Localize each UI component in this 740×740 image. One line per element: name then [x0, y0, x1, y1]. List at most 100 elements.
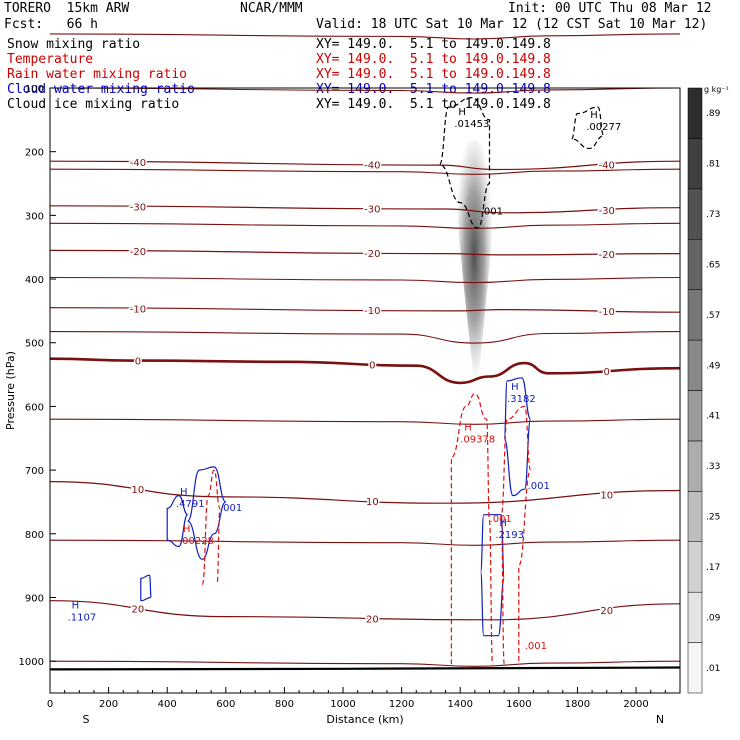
colorbar-label-9: .73 — [706, 210, 720, 220]
rain-label-1: .00228 — [179, 536, 214, 547]
colorbar: .01 .09 .17 .25 .33 .41 .49 .57 .65 .73 .81 .89 g kg… — [687, 85, 729, 694]
x-tick-label-400: 400 — [158, 699, 177, 710]
snow-shading — [454, 140, 494, 397]
colorbar-label-2: .17 — [706, 563, 720, 573]
temperature-contour--50 — [49, 87, 681, 94]
temperature-label--20: -20 — [364, 249, 380, 260]
maxima-labels: H.4791H.3182H.2193H.1107.001.001H.09378H… — [68, 107, 622, 652]
ice-label-2: .001 — [481, 206, 503, 217]
rain-label-0: .09378 — [460, 434, 495, 445]
temperature-label--40: -40 — [364, 160, 380, 171]
axes: 0 200 400 600 800 1000 1200 1400 1600 1800 2000200… — [4, 84, 681, 726]
cloud-water-contours — [140, 377, 532, 637]
ice-east — [571, 106, 605, 150]
temperature-contour--60 — [49, 33, 681, 40]
temperature-label-0: 0 — [604, 367, 610, 378]
field-cloud-water: Cloud water mixing ratio — [7, 82, 195, 97]
temperature-label--20: -20 — [599, 250, 615, 261]
y-tick-label-400: 400 — [25, 275, 44, 286]
temperature-contour--15 — [49, 276, 681, 284]
colorbar-box-9 — [687, 188, 703, 240]
field-cloud-water-xy: XY= 149.0. 5.1 to 149.0.149.8 — [316, 82, 551, 97]
colorbar-box-10 — [687, 138, 703, 190]
temperature-contour--20 — [49, 249, 681, 256]
valid-label: Valid: 18 UTC Sat 10 Mar 12 (12 CST Sat … — [316, 17, 708, 32]
temperature-label--20: -20 — [130, 247, 146, 258]
field-snow-xy: XY= 149.0. 5.1 to 149.0.149.8 — [316, 37, 551, 52]
colorbar-label-0: .01 — [706, 664, 720, 674]
temperature-label--30: -30 — [130, 203, 146, 214]
field-rain-xy: XY= 149.0. 5.1 to 149.0.149.8 — [316, 67, 551, 82]
colorbar-box-4 — [687, 440, 703, 492]
north-label: N — [656, 713, 664, 726]
x-tick-label-1000: 1000 — [330, 699, 355, 710]
colorbar-label-10: .81 — [706, 160, 720, 170]
temperature-contour-0 — [49, 357, 681, 385]
temperature-contour-15 — [49, 539, 681, 546]
temperature-contour--40 — [49, 160, 681, 171]
temperature-label--10: -10 — [130, 304, 146, 315]
temperature-contours: -40 -40 -40 -30 -30 -30 -20 -20 -20 -10 -10 -10 0 0 0 1… — [49, 33, 681, 671]
temperature-label--10: -10 — [364, 306, 380, 317]
x-tick-label-800: 800 — [275, 699, 294, 710]
temperature-contour-25 — [49, 660, 681, 667]
ice-h-1: H — [590, 110, 598, 121]
ice-contours — [439, 96, 605, 229]
rain-label-3: .001 — [525, 641, 547, 652]
temperature-contour--10 — [49, 307, 681, 313]
x-tick-label-200: 200 — [99, 699, 118, 710]
rain-h-1: H — [183, 524, 191, 535]
x-tick-label-0: 0 — [47, 699, 53, 710]
x-tick-label-1400: 1400 — [448, 699, 473, 710]
cloud-water-west — [187, 466, 227, 560]
cloud-water-central — [480, 514, 505, 637]
cloud-water-label-2: .2193 — [495, 530, 524, 541]
temperature-label-10: 10 — [132, 485, 145, 496]
cloud-water-h-1: H — [511, 382, 519, 393]
south-label: S — [83, 713, 90, 726]
x-tick-label-1800: 1800 — [565, 699, 590, 710]
temperature-label-10: 10 — [600, 490, 613, 501]
colorbar-box-8 — [687, 239, 703, 290]
cloud-water-h-0: H — [180, 487, 188, 498]
cloud-water-east — [503, 377, 532, 497]
colorbar-unit: g kg⁻¹ — [704, 85, 729, 94]
colorbar-label-8: .65 — [706, 260, 720, 270]
temperature-label-0: 0 — [369, 360, 375, 371]
cloud-water-small — [140, 574, 152, 602]
y-tick-label-500: 500 — [25, 339, 44, 350]
colorbar-label-4: .33 — [706, 462, 720, 472]
field-rain: Rain water mixing ratio — [7, 67, 188, 82]
ice-central — [439, 96, 491, 229]
y-tick-label-600: 600 — [25, 402, 44, 413]
colorbar-label-3: .25 — [706, 513, 720, 523]
surface-line — [49, 666, 681, 671]
temperature-contour--30 — [49, 205, 681, 214]
temperature-label-20: 20 — [132, 605, 145, 616]
y-tick-label-300: 300 — [25, 211, 44, 222]
model-label: TORERO 15km ARW — [4, 1, 130, 16]
fcst-label: Fcst: 66 h — [4, 17, 98, 32]
colorbar-box-6 — [687, 339, 703, 391]
y-axis-title: Pressure (hPa) — [4, 351, 17, 430]
colorbar-box-7 — [687, 289, 703, 341]
rain-east — [500, 405, 532, 665]
colorbar-label-6: .49 — [706, 361, 721, 371]
y-tick-label-900: 900 — [25, 593, 44, 604]
y-tick-label-top: 100 — [25, 84, 44, 95]
x-tick-label-1200: 1200 — [389, 699, 414, 710]
temperature-contour--35 — [49, 168, 681, 175]
field-temperature-xy: XY= 149.0. 5.1 to 149.0.149.8 — [316, 52, 551, 67]
temperature-label-20: 20 — [366, 614, 379, 625]
colorbar-box-0 — [687, 642, 703, 694]
y-tick-label-1000: 1000 — [19, 657, 44, 668]
x-tick-label-2000: 2000 — [623, 699, 648, 710]
cloud-water-label-0: .4791 — [176, 499, 205, 510]
colorbar-box-11 — [687, 87, 703, 139]
temperature-contour-20 — [49, 600, 681, 621]
ice-h-0: H — [458, 107, 466, 118]
cloud-water-west-inner — [166, 494, 189, 548]
cloud-water-h-3: H — [72, 601, 80, 612]
colorbar-label-11: .89 — [706, 109, 721, 119]
temperature-label--40: -40 — [599, 161, 615, 172]
